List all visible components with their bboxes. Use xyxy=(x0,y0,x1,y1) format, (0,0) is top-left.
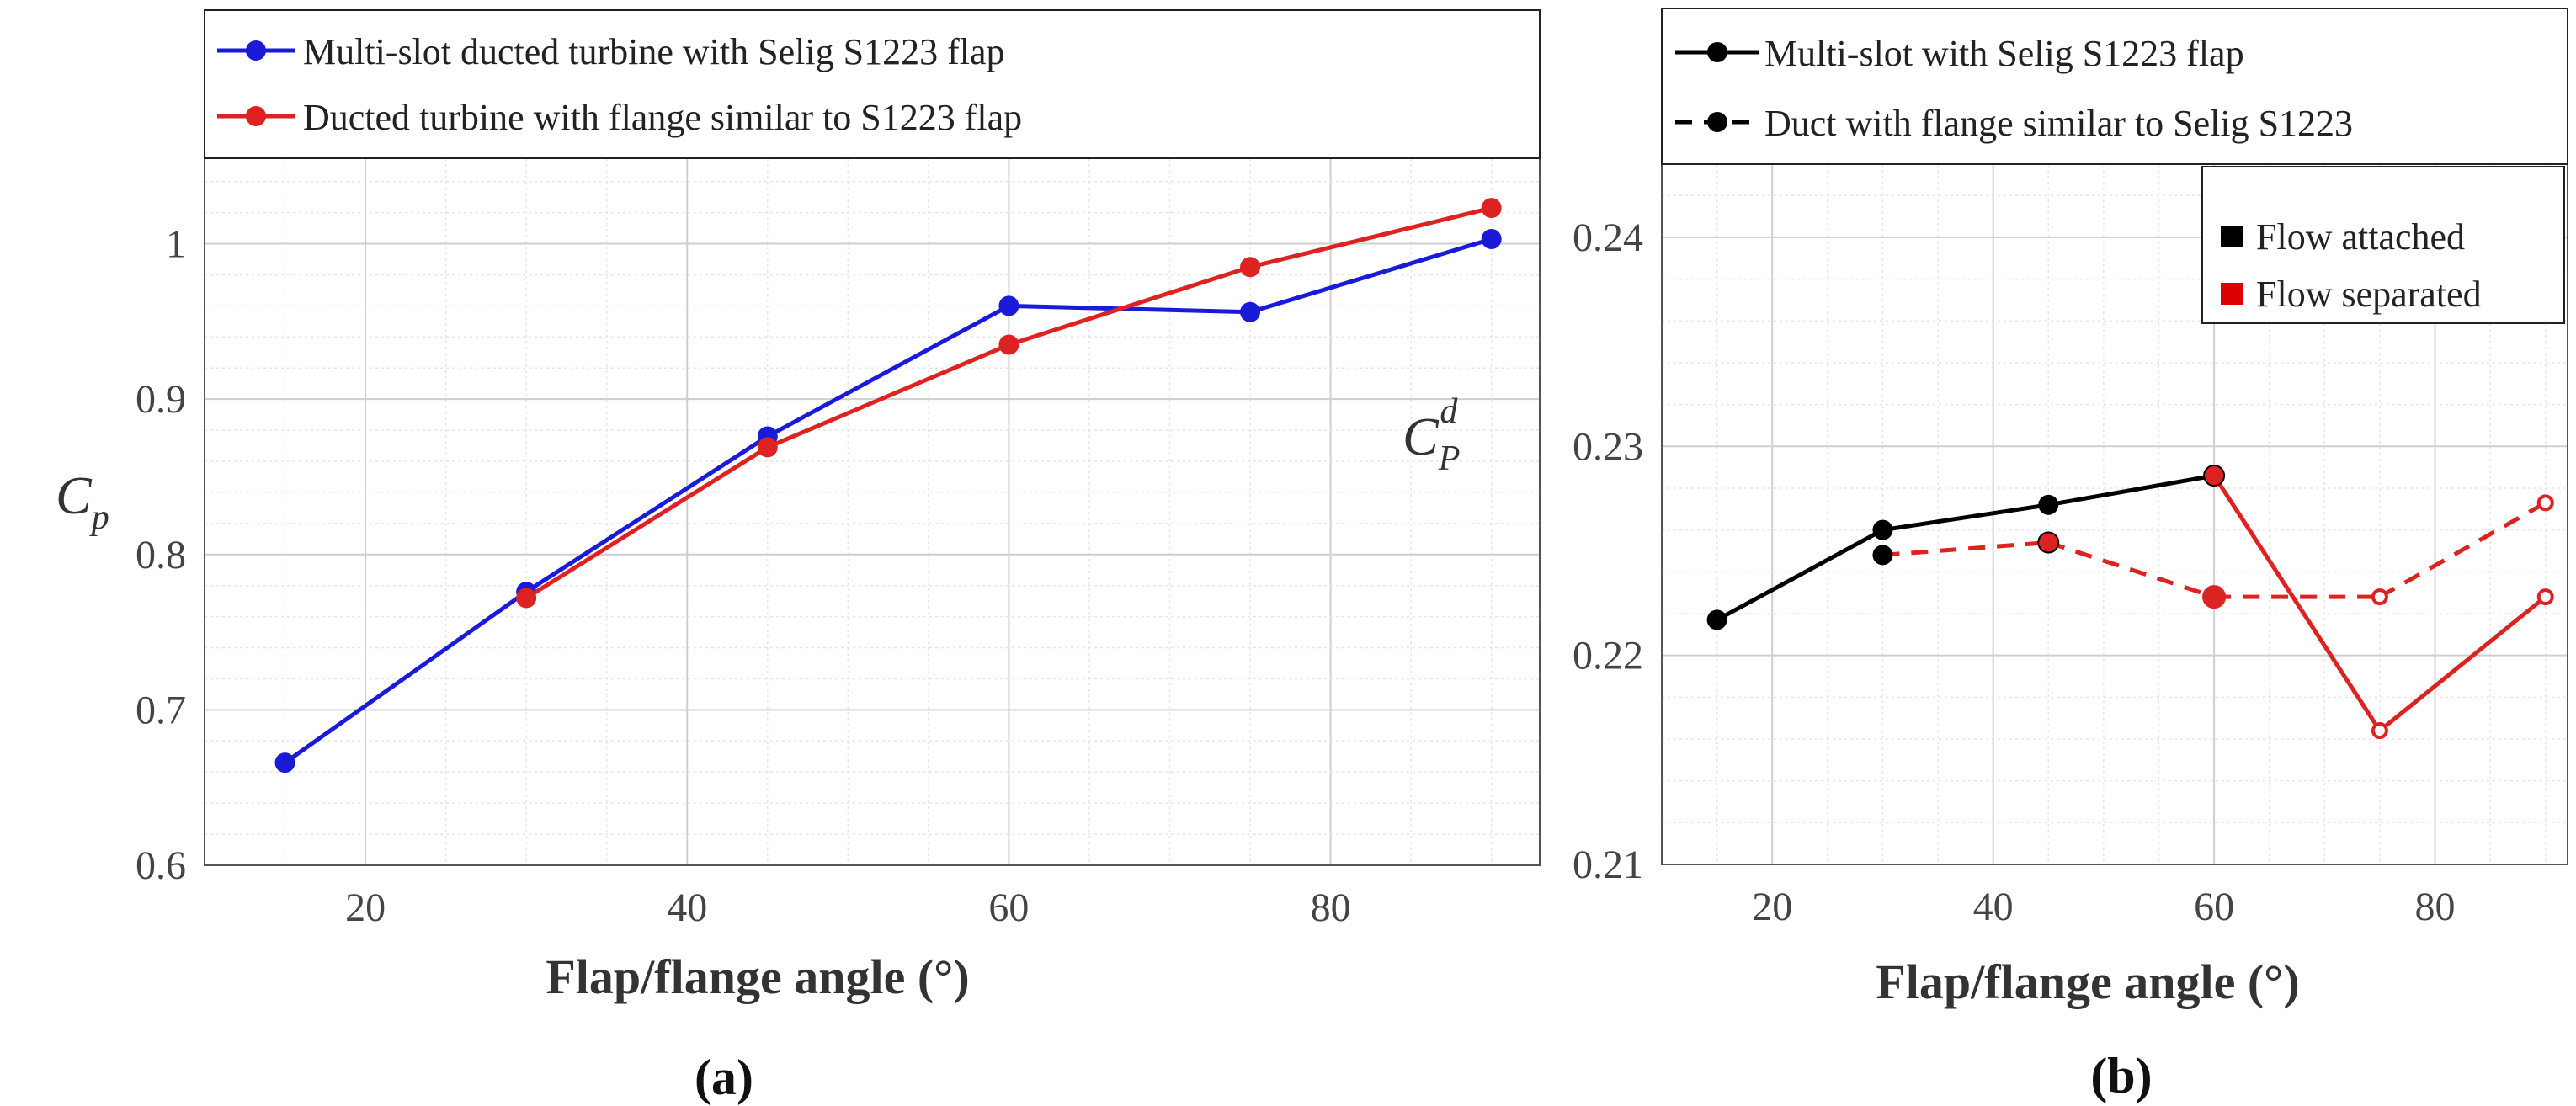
chart-b-legend-label-2: Duct with flange similar to Selig S1223 xyxy=(1764,103,2353,144)
chart-a-xlabel: Flap/flange angle (°) xyxy=(546,949,969,1004)
chart-b: 20 40 60 80 0.21 0.22 0.23 0.24 Multi-slot with… xyxy=(1402,8,2568,1103)
chart-b-ytick-label: 0.22 xyxy=(1573,634,1643,678)
chart-b-point xyxy=(2038,494,2059,515)
chart-a-ytick-label: 0.8 xyxy=(136,533,186,577)
chart-b-state-swatch-attached xyxy=(2221,226,2243,247)
chart-b-point xyxy=(2536,588,2554,606)
chart-a-legend-marker-1 xyxy=(246,40,266,61)
chart-b-state-legend xyxy=(2201,166,2565,324)
chart-b-legend xyxy=(1661,8,2568,165)
chart-a-ticks: 20 40 60 80 0.6 0.7 0.8 0.9 1 xyxy=(136,222,1351,930)
chart-a-ytick-label: 0.7 xyxy=(136,688,186,732)
chart-b-legend-marker-2 xyxy=(1707,112,1727,132)
chart-b-ytick-label: 0.21 xyxy=(1573,843,1643,887)
chart-a-marks xyxy=(274,198,1502,774)
chart-a-ylabel: Cp xyxy=(56,465,109,537)
chart-a-point xyxy=(998,295,1019,316)
chart-b-series-1-segment xyxy=(1716,528,1884,622)
chart-a-legend-label-1: Multi-slot ducted turbine with Selig S12… xyxy=(303,31,1005,72)
chart-b-state-swatch-separated xyxy=(2221,283,2243,305)
chart-b-xtick-label: 60 xyxy=(2194,885,2234,929)
chart-a-point xyxy=(274,752,295,774)
chart-a-point xyxy=(757,437,778,458)
chart-a-xtick-label: 60 xyxy=(988,885,1029,930)
chart-b-series-2-segment xyxy=(2047,540,2215,599)
chart-b-ticks: 20 40 60 80 0.21 0.22 0.23 0.24 xyxy=(1573,215,2456,929)
chart-b-state-label-attached: Flow attached xyxy=(2256,216,2465,258)
chart-b-point xyxy=(2536,494,2554,512)
chart-a-point xyxy=(516,588,537,609)
chart-a-legend-label-2: Ducted turbine with flange similar to S1… xyxy=(303,97,1022,138)
chart-a-xtick-label: 20 xyxy=(345,885,386,930)
chart-a-xtick-label: 80 xyxy=(1311,885,1351,930)
chart-a-point xyxy=(1240,301,1261,322)
chart-b-point xyxy=(1872,519,1893,540)
chart-a-point xyxy=(998,334,1019,355)
chart-b-xlabel: Flap/flange angle (°) xyxy=(1876,954,2299,1009)
chart-b-point xyxy=(2037,531,2060,554)
chart-b-panel-label: (b) xyxy=(2090,1048,2152,1103)
chart-a-ytick-label: 1 xyxy=(166,222,186,267)
chart-a: 20 40 60 80 0.6 0.7 0.8 0.9 1 Multi-slot ducted … xyxy=(56,9,1541,1105)
chart-b-xtick-label: 80 xyxy=(2415,885,2456,929)
chart-b-legend-label-1: Multi-slot with Selig S1223 flap xyxy=(1764,33,2244,74)
chart-b-point xyxy=(1872,545,1893,566)
chart-b-point xyxy=(2202,585,2227,609)
chart-a-legend-marker-2 xyxy=(246,106,266,126)
chart-a-series-line-1 xyxy=(284,237,1493,765)
chart-b-series-1-segment xyxy=(2212,474,2382,732)
chart-a-panel-label: (a) xyxy=(695,1050,753,1105)
chart-b-series-1-segment xyxy=(2378,595,2547,732)
chart-a-grid xyxy=(204,158,1540,866)
chart-b-xtick-label: 20 xyxy=(1752,885,1792,929)
chart-b-state-label-separated: Flow separated xyxy=(2256,274,2482,315)
chart-a-legend xyxy=(204,9,1541,159)
chart-b-ylabel: CPd xyxy=(1402,392,1460,478)
chart-b-point xyxy=(2371,722,2388,740)
chart-b-series-2-segment xyxy=(1882,540,2049,557)
chart-b-series-2-segment xyxy=(2378,501,2547,599)
chart-b-ytick-label: 0.24 xyxy=(1573,215,1643,260)
chart-b-marks xyxy=(1706,465,2554,740)
chart-b-legend-marker-1 xyxy=(1707,42,1727,62)
chart-b-ytick-label: 0.23 xyxy=(1573,424,1643,469)
chart-b-series-1-segment xyxy=(2047,473,2215,508)
chart-a-point xyxy=(1240,257,1261,278)
chart-a-ytick-label: 0.6 xyxy=(136,843,186,888)
chart-b-point xyxy=(2203,465,2226,487)
chart-b-xtick-label: 40 xyxy=(1973,885,2014,929)
chart-a-point xyxy=(1481,229,1502,249)
chart-a-plot-frame xyxy=(204,157,1541,866)
chart-b-series-1-segment xyxy=(1882,502,2049,533)
chart-a-ytick-label: 0.9 xyxy=(136,377,186,422)
chart-a-point xyxy=(1481,198,1502,219)
chart-b-point xyxy=(1706,609,1727,630)
chart-b-point xyxy=(2371,588,2388,606)
chart-a-xtick-label: 40 xyxy=(667,885,707,930)
